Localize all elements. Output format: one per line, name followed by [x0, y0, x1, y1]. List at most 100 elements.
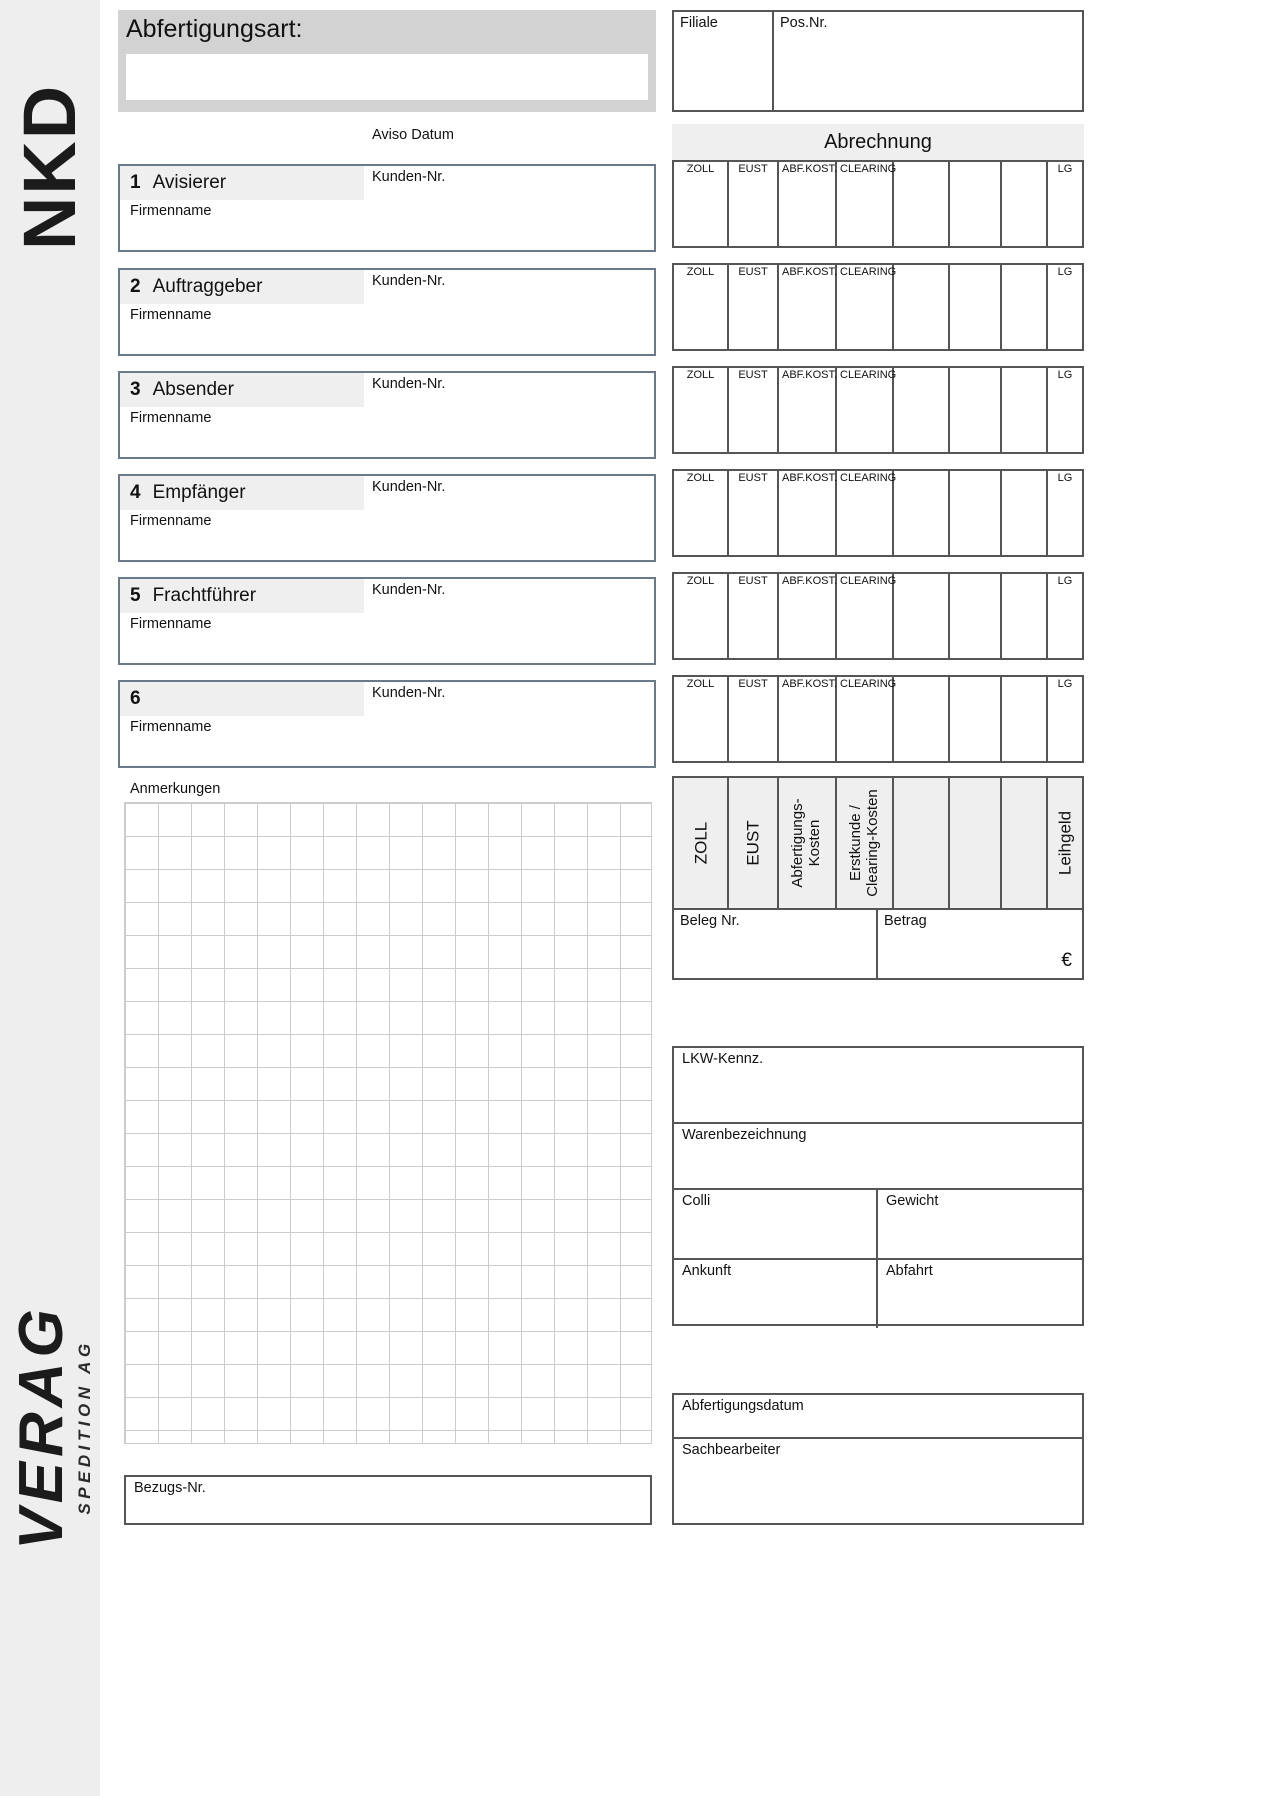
- abrechnung-cell-zoll[interactable]: ZOLL: [674, 677, 729, 761]
- abrechnung-cell-eust[interactable]: EUST: [729, 368, 779, 452]
- betrag-field[interactable]: Betrag €: [878, 910, 1082, 978]
- abfertigungsart-input[interactable]: [126, 54, 648, 100]
- bezugs-nr-field[interactable]: Bezugs-Nr.: [124, 1475, 652, 1525]
- abrechnung-cell-abfkost[interactable]: ABF.KOST.: [779, 471, 837, 555]
- warenbezeichnung-field[interactable]: Warenbezeichnung: [674, 1124, 1082, 1190]
- abrechnung-cell-abfkost[interactable]: ABF.KOST.: [779, 574, 837, 658]
- abrechnung-cell-blank1[interactable]: [894, 162, 950, 246]
- abrechnung-cell-zoll[interactable]: ZOLL: [674, 471, 729, 555]
- abrechnung-cell-clearing[interactable]: CLEARING: [837, 574, 896, 658]
- kunden-nr-label: Kunden-Nr.: [372, 169, 446, 185]
- abrechnung-cell-clearing[interactable]: CLEARING: [837, 162, 896, 246]
- filiale-field[interactable]: Filiale: [674, 12, 774, 110]
- lkw-kennz-field[interactable]: LKW-Kennz.: [674, 1048, 1082, 1124]
- abrechnung-cell-eust[interactable]: EUST: [729, 265, 779, 349]
- abrechnung-cell-lg[interactable]: LG: [1048, 574, 1082, 658]
- abrechnung-cell-blank3[interactable]: [1002, 677, 1048, 761]
- kunden-nr-field-5[interactable]: Kunden-Nr.: [364, 579, 654, 613]
- firmenname-field-6[interactable]: Firmenname: [120, 716, 654, 766]
- abrechnung-cell-zoll[interactable]: ZOLL: [674, 162, 729, 246]
- abrechnung-cell-blank2[interactable]: [950, 574, 1002, 658]
- abrechnung-cell-blank1[interactable]: [894, 677, 950, 761]
- vertical-header-leihgeld: Leihgeld: [1048, 778, 1082, 908]
- abrechnung-cell-clearing[interactable]: CLEARING: [837, 677, 897, 761]
- abrechnung-cell-lg[interactable]: LG: [1048, 471, 1082, 555]
- abrechnung-cell-blank3[interactable]: [1002, 265, 1048, 349]
- abrechnung-col-header-zoll: ZOLL: [686, 266, 715, 278]
- abrechnung-col-header-zoll: ZOLL: [686, 575, 715, 587]
- abrechnung-cell-clearing[interactable]: CLEARING: [837, 471, 896, 555]
- abrechnung-cell-zoll[interactable]: ZOLL: [674, 368, 729, 452]
- abrechnung-cell-lg[interactable]: LG: [1048, 368, 1082, 452]
- abrechnung-cell-abfkost[interactable]: ABF.KOST.: [779, 677, 837, 761]
- verag-logo: VERAG SPEDITION AG: [7, 1262, 95, 1592]
- beleg-nr-field[interactable]: Beleg Nr.: [674, 910, 878, 978]
- abrechnung-cell-blank3[interactable]: [1002, 574, 1048, 658]
- abrechnung-cell-eust[interactable]: EUST: [729, 677, 779, 761]
- kunden-nr-field-6[interactable]: Kunden-Nr.: [364, 682, 654, 716]
- kunden-nr-label: Kunden-Nr.: [372, 273, 446, 289]
- firmenname-field-1[interactable]: Firmenname: [120, 200, 654, 250]
- abrechnung-cell-abfkost[interactable]: ABF.KOST.: [779, 162, 837, 246]
- abfahrt-field[interactable]: Abfahrt: [878, 1260, 1082, 1328]
- abfertigungsart-header: Abfertigungsart:: [118, 10, 656, 112]
- vertical-header-eust: EUST: [729, 778, 779, 908]
- kunden-nr-field-3[interactable]: Kunden-Nr.: [364, 373, 654, 407]
- abrechnung-cell-clearing[interactable]: CLEARING: [837, 265, 896, 349]
- party-head-6: 6: [120, 682, 364, 716]
- anmerkungen-grid[interactable]: [124, 802, 652, 1444]
- posnr-field[interactable]: Pos.Nr.: [774, 12, 1082, 110]
- abrechnung-cell-abfkost[interactable]: ABF.KOST.: [779, 265, 837, 349]
- abrechnung-cell-zoll[interactable]: ZOLL: [674, 574, 729, 658]
- abrechnung-cell-clearing[interactable]: CLEARING: [837, 368, 896, 452]
- abrechnung-cell-blank3[interactable]: [1002, 162, 1048, 246]
- abrechnung-cell-blank2[interactable]: [950, 162, 1002, 246]
- abrechnung-col-header-zoll: ZOLL: [686, 678, 715, 690]
- firmenname-label: Firmenname: [130, 719, 212, 735]
- colli-field[interactable]: Colli: [674, 1190, 878, 1258]
- colli-gewicht-row: Colli Gewicht: [674, 1190, 1082, 1260]
- firmenname-field-3[interactable]: Firmenname: [120, 407, 654, 457]
- abrechnung-cell-eust[interactable]: EUST: [729, 162, 779, 246]
- abrechnung-cell-blank1[interactable]: [894, 574, 950, 658]
- vertical-header-line1: Erstkunde /: [846, 805, 864, 881]
- abrechnung-cell-blank2[interactable]: [950, 368, 1002, 452]
- ankunft-field[interactable]: Ankunft: [674, 1260, 878, 1328]
- abrechnung-cell-zoll[interactable]: ZOLL: [674, 265, 729, 349]
- abrechnung-col-header-eust: EUST: [738, 163, 768, 175]
- abfertigungsdatum-field[interactable]: Abfertigungsdatum: [674, 1395, 1082, 1439]
- abrechnung-cell-blank3[interactable]: [1002, 471, 1048, 555]
- gewicht-field[interactable]: Gewicht: [878, 1190, 1082, 1258]
- abrechnung-cell-blank3[interactable]: [1002, 368, 1048, 452]
- kunden-nr-field-1[interactable]: Kunden-Nr.: [364, 166, 654, 200]
- abrechnung-cell-eust[interactable]: EUST: [729, 574, 779, 658]
- abrechnung-cell-lg[interactable]: LG: [1048, 677, 1082, 761]
- firmenname-field-4[interactable]: Firmenname: [120, 510, 654, 560]
- abrechnung-col-header-abfkost: ABF.KOST.: [782, 163, 838, 175]
- abrechnung-cell-lg[interactable]: LG: [1048, 265, 1082, 349]
- abrechnung-col-header-zoll: ZOLL: [686, 369, 715, 381]
- abrechnung-cell-eust[interactable]: EUST: [729, 471, 779, 555]
- sachbearbeiter-field[interactable]: Sachbearbeiter: [674, 1439, 1082, 1523]
- abrechnung-row: ZOLL EUST ABF.KOST. CLEARING LG: [672, 366, 1084, 454]
- abrechnung-cell-blank2[interactable]: [950, 265, 1002, 349]
- euro-currency-icon: €: [1061, 950, 1072, 971]
- abrechnung-cell-lg[interactable]: LG: [1048, 162, 1082, 246]
- abrechnung-col-header-clearing: CLEARING: [840, 678, 897, 690]
- party-number: 4: [130, 482, 141, 503]
- bezugs-nr-label: Bezugs-Nr.: [134, 1480, 206, 1496]
- firmenname-field-2[interactable]: Firmenname: [120, 304, 654, 354]
- abrechnung-cell-blank1[interactable]: [894, 265, 950, 349]
- kunden-nr-field-2[interactable]: Kunden-Nr.: [364, 270, 654, 304]
- firmenname-field-5[interactable]: Firmenname: [120, 613, 654, 663]
- abrechnung-cell-blank1[interactable]: [894, 471, 950, 555]
- anmerkungen-label: Anmerkungen: [130, 781, 221, 797]
- abrechnung-cell-blank2[interactable]: [950, 471, 1002, 555]
- abrechnung-cell-blank2[interactable]: [950, 677, 1002, 761]
- abrechnung-cell-abfkost[interactable]: ABF.KOST.: [779, 368, 837, 452]
- kunden-nr-field-4[interactable]: Kunden-Nr.: [364, 476, 654, 510]
- verag-wordmark: VERAG: [7, 1304, 76, 1550]
- aviso-datum-field[interactable]: Aviso Datum: [364, 124, 656, 158]
- abfertigungsart-label: Abfertigungsart:: [126, 15, 303, 43]
- abrechnung-cell-blank1[interactable]: [894, 368, 950, 452]
